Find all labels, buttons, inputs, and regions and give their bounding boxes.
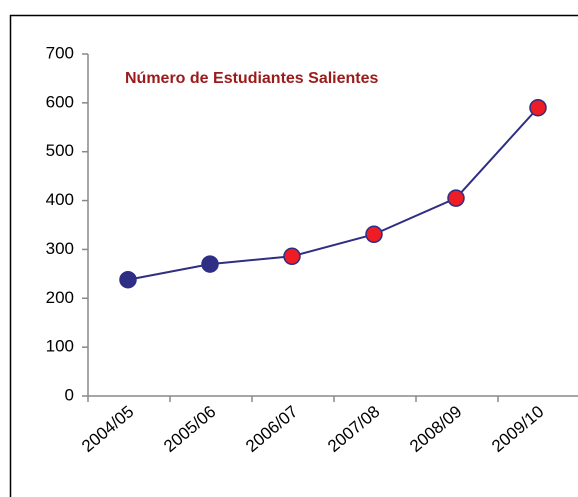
chart-title: Número de Estudiantes Salientes <box>125 70 379 87</box>
y-tick-label: 700 <box>46 43 74 62</box>
marker <box>529 98 547 117</box>
marker <box>365 225 383 244</box>
y-tick-label: 200 <box>46 288 74 307</box>
y-tick-label: 0 <box>65 385 74 404</box>
y-tick-label: 100 <box>46 337 74 356</box>
y-tick-label: 500 <box>46 141 74 160</box>
marker <box>447 189 465 207</box>
y-tick-label: 600 <box>46 92 74 111</box>
y-tick-label: 300 <box>46 239 74 258</box>
marker <box>201 255 219 273</box>
marker <box>283 247 301 266</box>
y-tick-label: 400 <box>46 190 74 209</box>
line <box>127 107 539 281</box>
marker <box>119 270 137 289</box>
